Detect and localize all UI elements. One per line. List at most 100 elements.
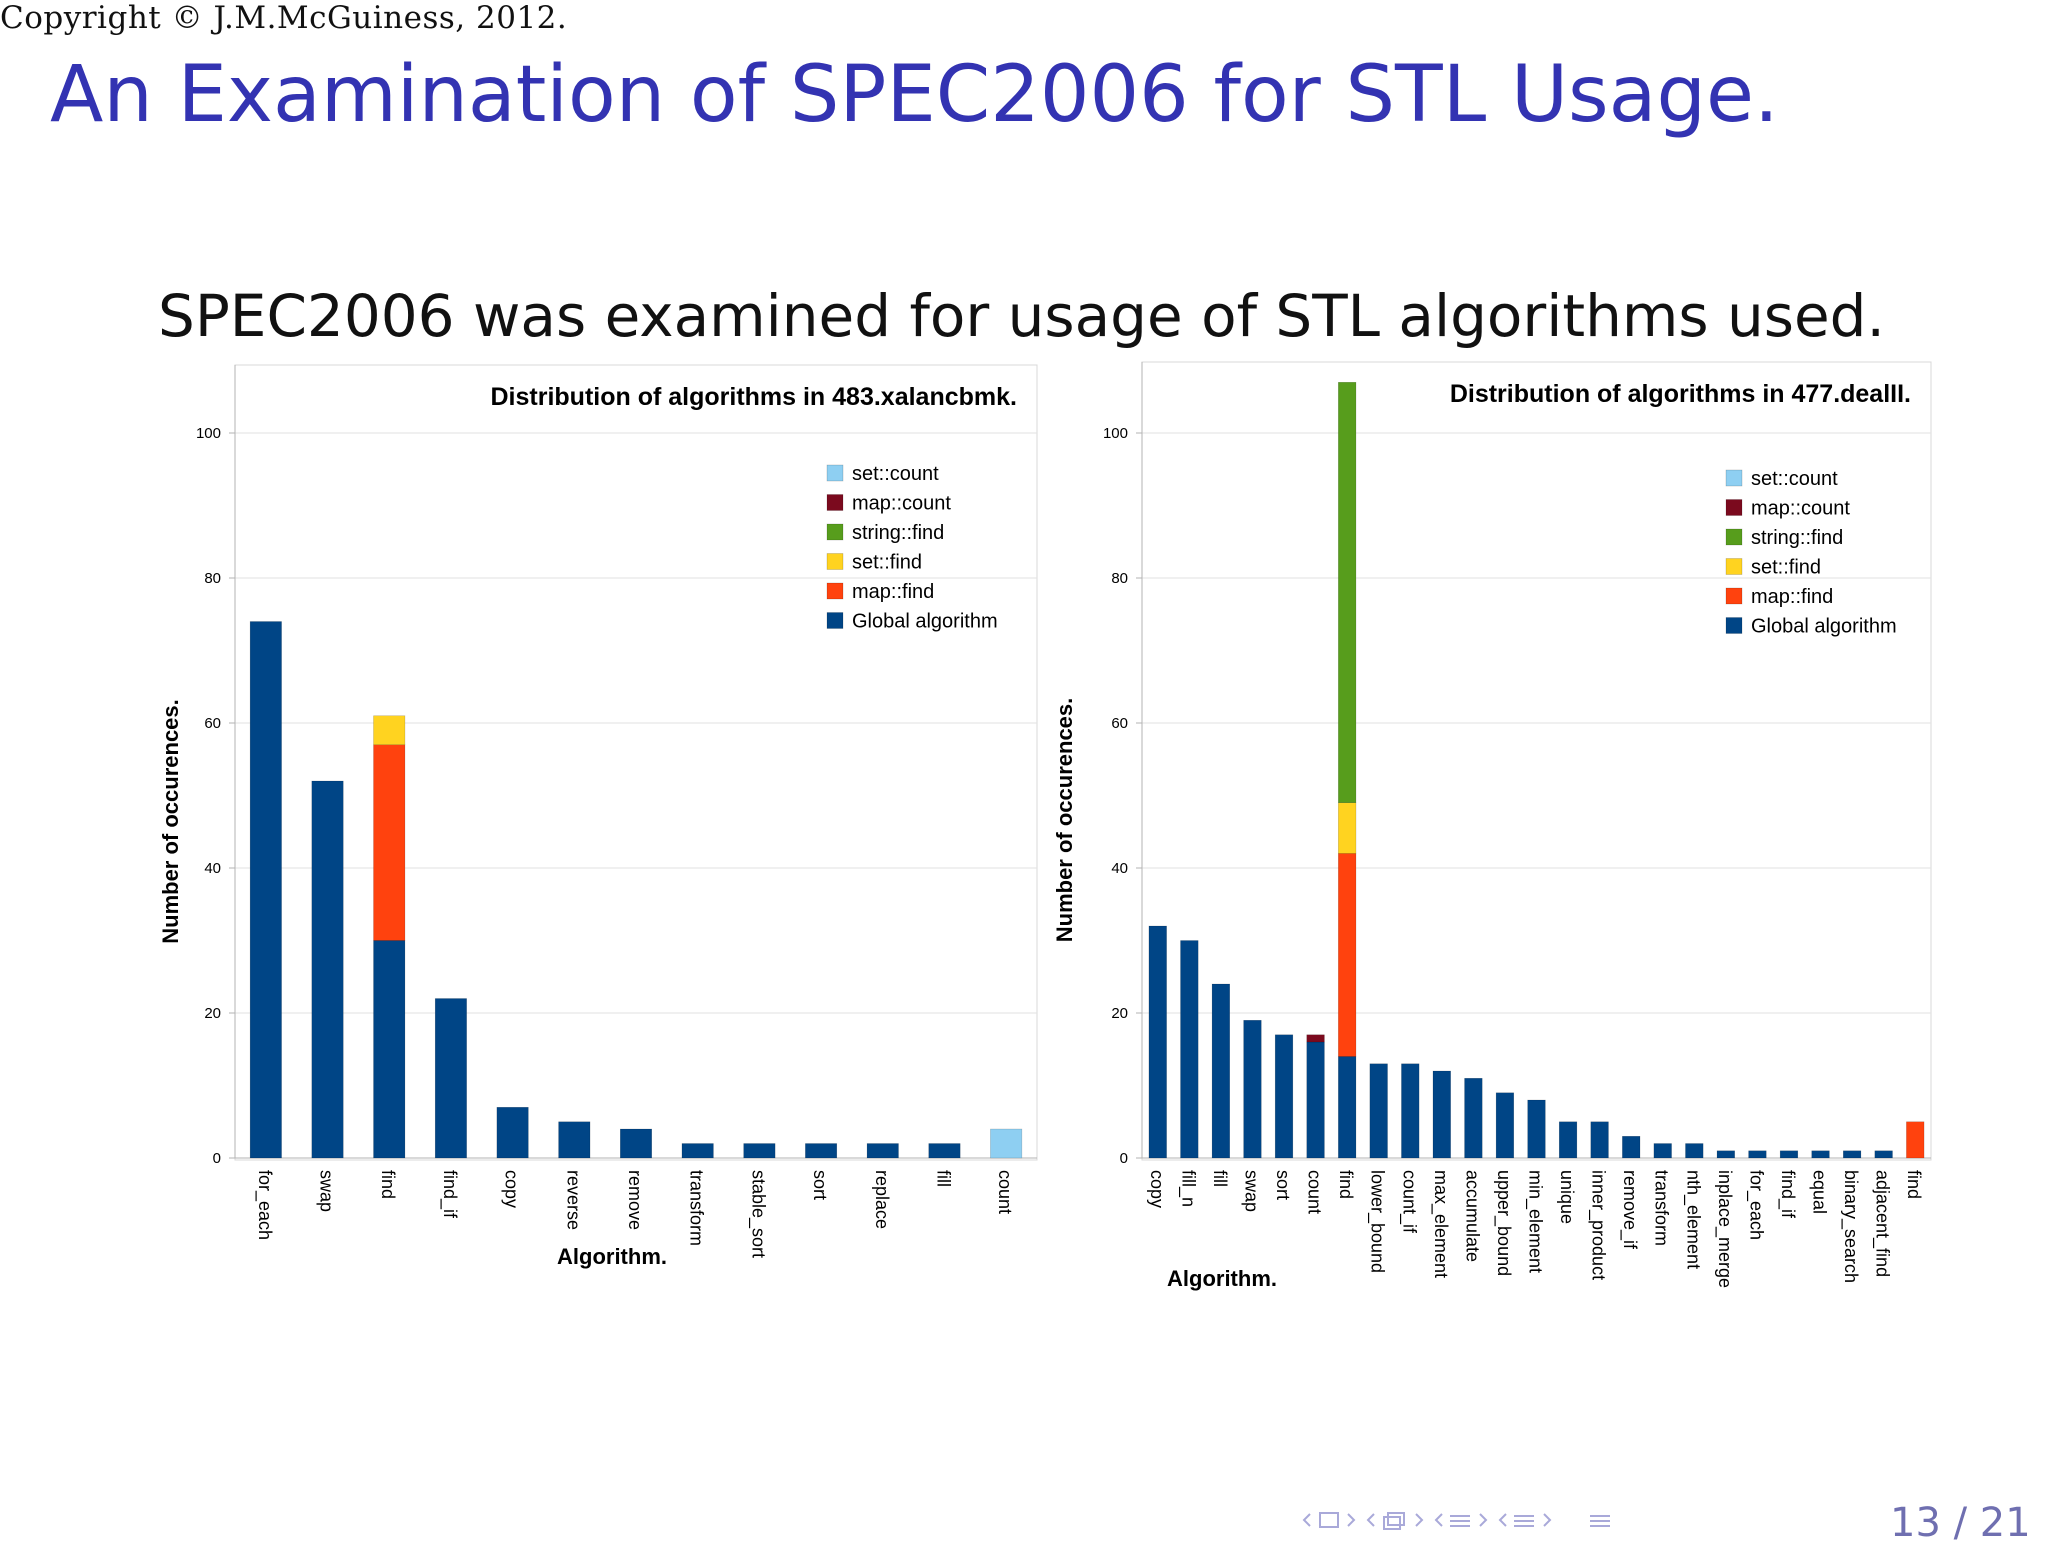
nav-prev-frame-icon (1302, 1513, 1311, 1527)
bar-segment (373, 744, 406, 941)
x-tick-label: for_each (1745, 1170, 1766, 1240)
x-tick-label: fill (1210, 1170, 1230, 1187)
bar-segment (1274, 1034, 1294, 1159)
y-tick-label: 100 (196, 425, 221, 442)
legend-label: string::find (1751, 527, 1843, 549)
legend-label: map::count (1751, 498, 1850, 520)
y-tick-label: 40 (1111, 860, 1128, 877)
legend-label: string::find (852, 522, 944, 544)
bar-segment (1338, 1056, 1357, 1159)
x-tick-label: find_if (1777, 1170, 1798, 1219)
legend-swatch (826, 523, 844, 541)
x-tick-label: nth_element (1682, 1170, 1703, 1269)
bar-segment (1811, 1150, 1830, 1159)
legend-label: map::count (852, 493, 951, 515)
x-tick-label: inner_product (1588, 1170, 1609, 1280)
bar-segment (1338, 382, 1357, 803)
x-tick-label: remove (625, 1170, 645, 1230)
legend-label: set::find (852, 552, 922, 574)
nav-prev-section-icon (1434, 1513, 1443, 1527)
x-axis-label: Algorithm. (557, 1244, 667, 1269)
page-number: 13 / 21 (1890, 1500, 2031, 1546)
chart-frame (1141, 361, 1932, 1161)
bar-segment (1211, 983, 1230, 1159)
x-tick-label: sort (1273, 1170, 1293, 1200)
beamer-nav-icons[interactable] (1300, 1510, 1890, 1540)
legend-swatch (826, 582, 844, 600)
x-tick-label: min_element (1525, 1170, 1546, 1273)
x-tick-label: swap (317, 1170, 337, 1212)
y-tick-label: 60 (204, 715, 221, 732)
y-tick-label: 20 (204, 1005, 221, 1022)
bar-segment (1243, 1020, 1262, 1159)
legend-swatch (1725, 587, 1743, 605)
x-tick-label: for_each (254, 1170, 275, 1240)
x-tick-label: inplace_merge (1714, 1170, 1735, 1288)
bar-segment (1527, 1099, 1546, 1159)
y-tick-label: 80 (204, 570, 221, 587)
y-tick-label: 20 (1111, 1005, 1128, 1022)
x-tick-label: find (378, 1170, 398, 1199)
x-tick-label: accumulate (1462, 1170, 1482, 1262)
bar-segment (1906, 1121, 1925, 1159)
legend-swatch (826, 612, 844, 629)
x-tick-label: find_if (439, 1170, 460, 1219)
x-tick-label: stable_sort (747, 1170, 768, 1258)
y-axis-label: Number of occurences. (1052, 698, 1077, 943)
bar-segment (1653, 1143, 1672, 1159)
bar-segment (249, 621, 282, 1159)
bar-segment (1464, 1078, 1483, 1159)
x-tick-label: remove_if (1619, 1170, 1640, 1250)
x-tick-label: adjacent_find (1872, 1170, 1893, 1277)
nav-prev-subsection-icon (1366, 1513, 1375, 1527)
y-tick-label: 0 (1120, 1150, 1128, 1167)
chart-xalancbmk: 0 20 40 60 80 100 for_each swap find find_if copy r… (150, 350, 1050, 1354)
legend-swatch (826, 494, 844, 511)
x-tick-label: transform (687, 1170, 707, 1246)
legend-swatch (1725, 617, 1743, 634)
legend-label: Global algorithm (1751, 616, 1897, 638)
legend-label: map::find (1751, 586, 1833, 608)
bar-segment (373, 940, 406, 1159)
x-tick-label: copy (1147, 1170, 1167, 1208)
y-tick-label: 0 (213, 1150, 221, 1167)
x-tick-label: equal (1810, 1170, 1830, 1214)
y-tick-label: 40 (204, 860, 221, 877)
chart-xalancbmk-svg: 0 20 40 60 80 100 for_each swap find find_if copy r… (158, 364, 1038, 1269)
bar-segment (1306, 1041, 1325, 1159)
bar-segment (805, 1143, 838, 1159)
bar-segment (558, 1121, 591, 1159)
bar-segment (373, 715, 406, 745)
chart-title: Distribution of algorithms in 477.dealII… (1450, 380, 1911, 408)
slide-title: An Examination of SPEC2006 for STL Usage… (50, 50, 1779, 140)
bar-segment (311, 780, 344, 1159)
x-tick-label: count_if (1398, 1170, 1419, 1234)
x-tick-label: copy (502, 1170, 522, 1208)
bar-segment (1748, 1150, 1767, 1159)
bar-segment (620, 1128, 652, 1159)
bar-segment (1590, 1121, 1609, 1159)
y-tick-label: 80 (1111, 570, 1128, 587)
bar-segment (1495, 1092, 1515, 1159)
bar-segment (1558, 1121, 1578, 1159)
bar-segment (1874, 1150, 1893, 1159)
chart-dealii: 0 20 40 60 80 100 copy fill_n fill swap sort count f… (1050, 350, 1950, 1354)
bar-segment (1180, 940, 1199, 1159)
bar-segment (1716, 1150, 1735, 1159)
legend-swatch (1725, 499, 1743, 516)
nav-next-frame-icon (1347, 1513, 1356, 1527)
x-tick-label: max_element (1430, 1170, 1451, 1278)
x-tick-label: binary_search (1840, 1170, 1861, 1283)
legend-swatch (1725, 558, 1743, 575)
nav-next-subsection-icon (1415, 1513, 1424, 1527)
copyright-notice: Copyright © J.M.McGuiness, 2012. (0, 0, 568, 36)
nav-next-section-icon (1479, 1513, 1488, 1527)
beamer-navigation[interactable] (1300, 1510, 1890, 1544)
x-tick-label: reverse (563, 1170, 583, 1230)
x-tick-label: find (1336, 1170, 1356, 1199)
x-tick-label: transform (1652, 1170, 1672, 1246)
x-tick-label: swap (1241, 1170, 1261, 1212)
slide-subtitle: SPEC2006 was examined for usage of STL a… (158, 282, 1885, 350)
chart-frame (234, 364, 1038, 1161)
